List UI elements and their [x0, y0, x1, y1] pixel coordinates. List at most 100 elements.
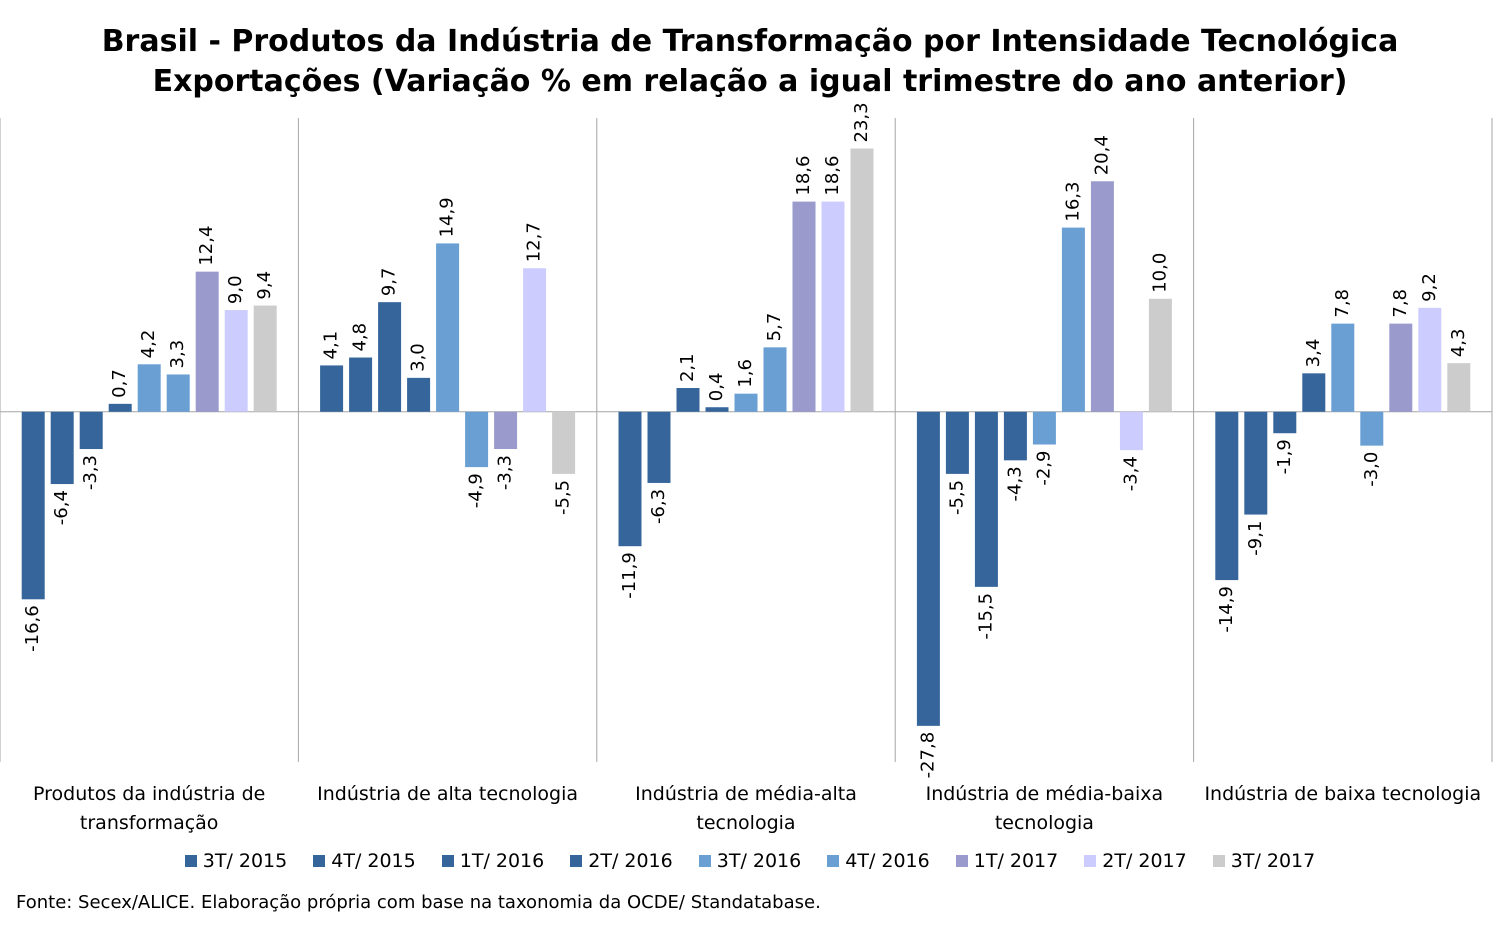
value-label: -15,5: [975, 593, 996, 640]
legend-item: 3T/ 2015: [184, 850, 287, 872]
value-label: 20,4: [1091, 135, 1112, 175]
title-block: Brasil - Produtos da Indústria de Transf…: [0, 22, 1500, 102]
legend-label: 1T/ 2016: [459, 850, 545, 872]
bar: [821, 201, 845, 412]
legend-swatch: [313, 855, 326, 867]
value-label: -3,0: [1361, 452, 1382, 487]
value-label: -9,1: [1245, 521, 1266, 556]
value-label: -27,8: [917, 732, 938, 779]
value-label: 12,4: [196, 226, 217, 266]
value-label: -5,5: [553, 480, 574, 515]
value-label: -6,4: [51, 490, 72, 525]
bar: [494, 411, 518, 450]
legend-label: 3T/ 2016: [716, 850, 802, 872]
legend-label: 1T/ 2017: [973, 850, 1059, 872]
legend-item: 4T/ 2015: [313, 850, 416, 872]
legend-label: 3T/ 2017: [1230, 850, 1316, 872]
legend-swatch: [570, 855, 583, 867]
bar: [1148, 298, 1172, 412]
value-label: 0,4: [706, 373, 727, 402]
value-label: 16,3: [1062, 182, 1083, 222]
legend-swatch: [441, 855, 454, 867]
legend-swatch: [698, 855, 711, 867]
bar: [1119, 411, 1143, 451]
value-label: 4,8: [350, 323, 371, 352]
bar: [1215, 411, 1239, 581]
legend-swatch: [1212, 855, 1225, 867]
legend-item: 3T/ 2016: [698, 850, 802, 872]
source-note: Fonte: Secex/ALICE. Elaboração própria c…: [16, 892, 821, 913]
bar: [676, 388, 700, 412]
bar: [763, 347, 787, 412]
bar: [1273, 411, 1297, 434]
value-label: 4,3: [1448, 329, 1469, 358]
value-label: 9,0: [225, 275, 246, 304]
legend-label: 4T/ 2016: [845, 850, 930, 872]
bar: [378, 302, 402, 412]
value-label: 18,6: [822, 156, 843, 196]
legend-item: 2T/ 2016: [570, 850, 673, 872]
bar: [195, 271, 219, 412]
value-label: -3,3: [80, 455, 101, 490]
legend-item: 2T/ 2017: [1084, 850, 1187, 872]
bar: [1331, 323, 1355, 412]
bar: [1244, 411, 1268, 515]
chart-subtitle: Exportações (Variação % em relação a igu…: [152, 64, 1348, 99]
value-label: -5,5: [946, 480, 967, 515]
value-label: 3,3: [167, 340, 188, 369]
legend-label: 2T/ 2017: [1102, 850, 1187, 872]
value-label: 9,2: [1419, 273, 1440, 302]
x-tick-label: Indústria de baixa tecnologia: [1204, 783, 1482, 805]
bar: [1447, 363, 1471, 412]
value-label: -2,9: [1033, 451, 1054, 486]
value-label: -4,3: [1004, 466, 1025, 501]
value-label: -1,9: [1274, 439, 1295, 474]
bar: [850, 148, 874, 412]
bar: [945, 411, 969, 474]
legend-swatch: [827, 855, 840, 867]
value-label: 7,8: [1332, 289, 1353, 318]
bar: [523, 268, 547, 412]
value-label: 7,8: [1390, 289, 1411, 318]
bar: [734, 393, 758, 412]
legend-item: 1T/ 2016: [441, 850, 545, 872]
bar: [1360, 411, 1384, 446]
legend-item: 3T/ 2017: [1212, 850, 1316, 872]
x-tick-label: Indústria de alta tecnologia: [317, 783, 579, 805]
bar: [50, 411, 74, 485]
legend-label: 4T/ 2015: [331, 850, 416, 872]
value-label: 4,1: [321, 331, 342, 360]
legend: 3T/ 2015 4T/ 2015 1T/ 2016 2T/ 2016 3T/ 2016…: [0, 850, 1500, 872]
bar: [974, 411, 998, 587]
bar: [792, 201, 816, 412]
bar: [224, 310, 248, 412]
legend-swatch: [1084, 855, 1097, 867]
bar: [21, 411, 45, 600]
value-label: 1,6: [735, 359, 756, 388]
chart-title: Brasil - Produtos da Indústria de Transf…: [101, 24, 1399, 59]
value-label: -3,3: [495, 455, 516, 490]
bar: [647, 411, 671, 483]
value-label: -14,9: [1216, 586, 1237, 633]
value-label: 0,7: [109, 369, 130, 398]
value-label: 3,0: [408, 343, 429, 372]
bar: [166, 374, 190, 412]
x-tick-label: Indústria de média-alta tecnologia: [635, 783, 857, 834]
bar: [108, 403, 132, 412]
bar: [1003, 411, 1027, 461]
value-label: 4,2: [138, 330, 159, 359]
legend-item: 4T/ 2016: [827, 850, 930, 872]
value-label: 2,1: [677, 353, 698, 382]
value-label: 14,9: [437, 197, 458, 237]
value-label: 18,6: [793, 156, 814, 196]
legend-swatch: [955, 855, 968, 867]
x-tick-label: Produtos da indústria de transformação: [33, 783, 266, 834]
legend-item: 1T/ 2017: [955, 850, 1059, 872]
bar: [618, 411, 642, 547]
value-label: -11,9: [619, 552, 640, 599]
bar: [1302, 373, 1326, 412]
value-label: 10,0: [1149, 253, 1170, 293]
value-label: 23,3: [851, 102, 872, 142]
